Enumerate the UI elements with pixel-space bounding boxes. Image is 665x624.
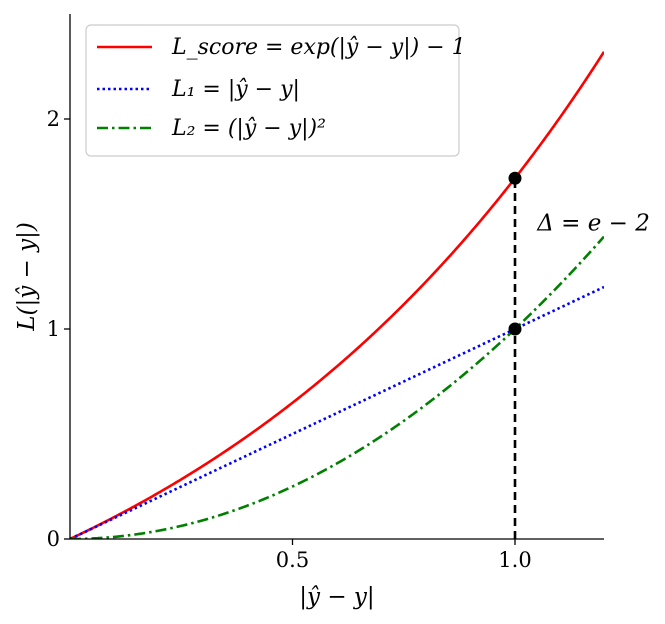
marker-point-1 xyxy=(508,322,522,336)
x-tick-label-1: 1.0 xyxy=(498,548,531,572)
legend: L_score = exp(|ŷ − y|) − 1 L₁ = |ŷ − y| L₂… xyxy=(85,24,466,157)
y-tick-label-0: 0 xyxy=(47,527,60,551)
axes: 0.5 1.0 0 1 2 |ŷ − y| L(|ŷ − y|) xyxy=(14,14,604,610)
x-axis-label: |ŷ − y| xyxy=(299,584,374,610)
y-axis-label: L(|ŷ − y|) xyxy=(14,222,40,332)
y-tick-label-1: 1 xyxy=(47,317,60,341)
y-tick-label-2: 2 xyxy=(47,107,60,131)
legend-label-2: L₂ = (|ŷ − y|)² xyxy=(171,116,326,141)
x-tick-label-0: 0.5 xyxy=(276,548,309,572)
series-line-1 xyxy=(70,285,604,539)
legend-label-1: L₁ = |ŷ − y| xyxy=(171,77,300,102)
plot-area: Δ = e − 2 xyxy=(70,51,650,539)
legend-label-0: L_score = exp(|ŷ − y|) − 1 xyxy=(171,35,466,60)
legend-box xyxy=(85,24,460,157)
marker-point-0 xyxy=(508,171,522,185)
series-line-2 xyxy=(70,235,604,539)
delta-annotation: Δ = e − 2 xyxy=(536,210,650,236)
